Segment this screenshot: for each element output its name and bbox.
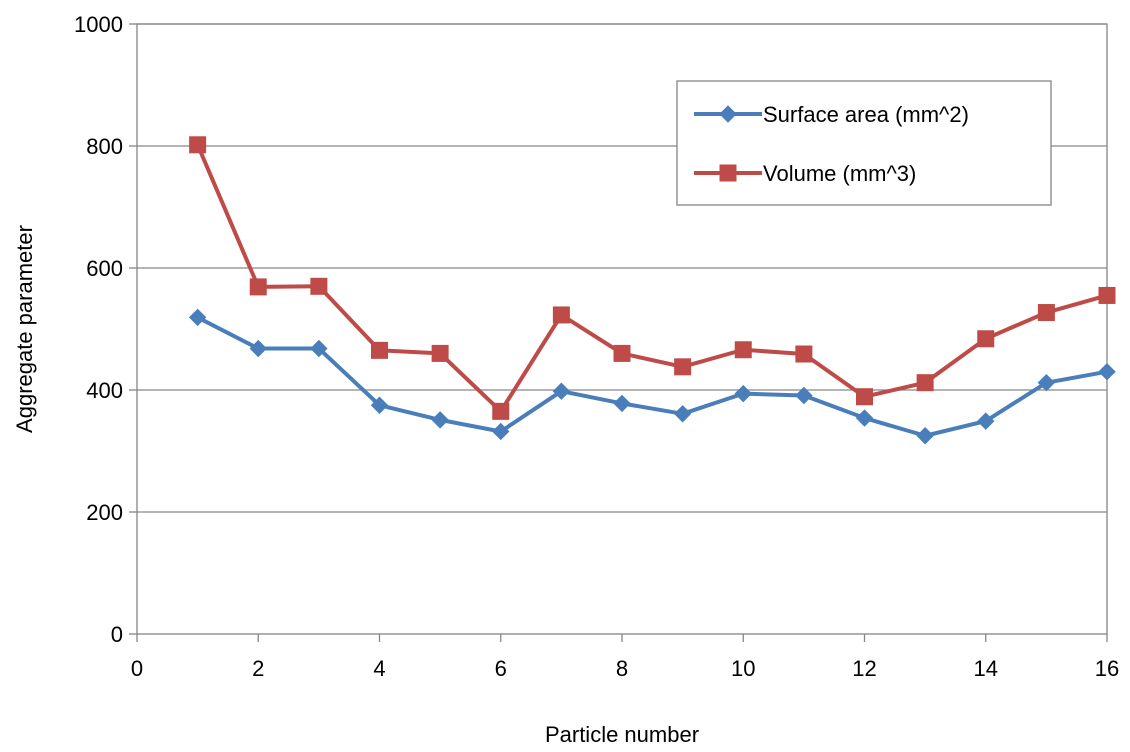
legend-label-1: Surface area (mm^2) — [763, 102, 969, 127]
series-1-point-13 — [916, 427, 934, 445]
series-2-point-10 — [734, 341, 752, 359]
series-2-point-1 — [189, 136, 207, 154]
x-tick-label-0: 0 — [131, 656, 143, 681]
series-2-point-12 — [856, 388, 873, 406]
series-2-point-8 — [613, 344, 631, 362]
axes — [129, 23, 1108, 642]
series-2-point-3 — [310, 277, 328, 295]
series-1-point-10 — [734, 384, 752, 403]
series-2-point-9 — [674, 358, 692, 376]
series-1-point-16 — [1098, 362, 1116, 381]
series-1-point-12 — [855, 409, 874, 427]
x-tick-label-4: 4 — [373, 656, 385, 681]
series-2-point-5 — [431, 344, 449, 362]
y-tick-label-600: 600 — [86, 256, 123, 281]
series-2-point-7 — [552, 306, 570, 324]
series-2-point-13 — [916, 374, 934, 392]
series-1-point-9 — [673, 405, 692, 423]
y-tick-label-0: 0 — [111, 622, 123, 647]
x-tick-label-10: 10 — [731, 656, 755, 681]
x-tick-label-12: 12 — [852, 656, 876, 681]
series-1-point-7 — [552, 382, 571, 400]
series-2-point-15 — [1037, 304, 1055, 322]
y-tick-label-800: 800 — [86, 134, 123, 159]
series-2-point-6 — [492, 402, 510, 420]
series-2-line — [195, 143, 1108, 414]
series-1-point-11 — [795, 386, 813, 405]
series-1-point-6 — [492, 422, 510, 441]
series-2-point-4 — [371, 341, 388, 359]
legend: Surface area (mm^2) Volume (mm^3) — [676, 80, 1052, 206]
legend-label-2: Volume (mm^3) — [763, 161, 916, 186]
series-1-line — [196, 315, 1108, 438]
legend-marker-1 — [719, 105, 737, 123]
gridlines — [137, 23, 1107, 513]
series-2-point-2 — [249, 278, 267, 296]
series-1 — [188, 308, 1116, 445]
series-2-point-16 — [1098, 286, 1116, 304]
x-tick-label-6: 6 — [495, 656, 507, 681]
series-2-point-11 — [795, 345, 813, 363]
tick-labels: 0 200 400 600 800 1000 0 2 4 6 8 10 12 14 16 — [74, 12, 1119, 681]
x-tick-label-8: 8 — [616, 656, 628, 681]
legend-marker-2 — [719, 164, 737, 182]
series-1-point-4 — [370, 396, 389, 414]
series-1-point-5 — [431, 411, 449, 429]
data-series — [188, 136, 1116, 445]
series-1-point-3 — [310, 339, 328, 358]
series-1-point-15 — [1037, 373, 1056, 392]
series-2-point-14 — [977, 330, 995, 348]
series-2 — [189, 136, 1116, 420]
series-1-point-1 — [188, 308, 207, 327]
series-1-point-8 — [613, 394, 631, 413]
y-tick-label-1000: 1000 — [74, 12, 123, 37]
x-tick-label-16: 16 — [1095, 656, 1119, 681]
plot-frame — [136, 23, 1108, 635]
y-axis-title: Aggregate parameter — [12, 225, 37, 433]
x-tick-label-14: 14 — [974, 656, 998, 681]
series-1-point-2 — [249, 339, 267, 358]
x-tick-label-2: 2 — [252, 656, 264, 681]
y-tick-label-200: 200 — [86, 500, 123, 525]
series-1-point-14 — [977, 412, 995, 430]
legend-box — [676, 80, 1052, 206]
y-tick-label-400: 400 — [86, 378, 123, 403]
x-axis-title: Particle number — [545, 722, 699, 747]
